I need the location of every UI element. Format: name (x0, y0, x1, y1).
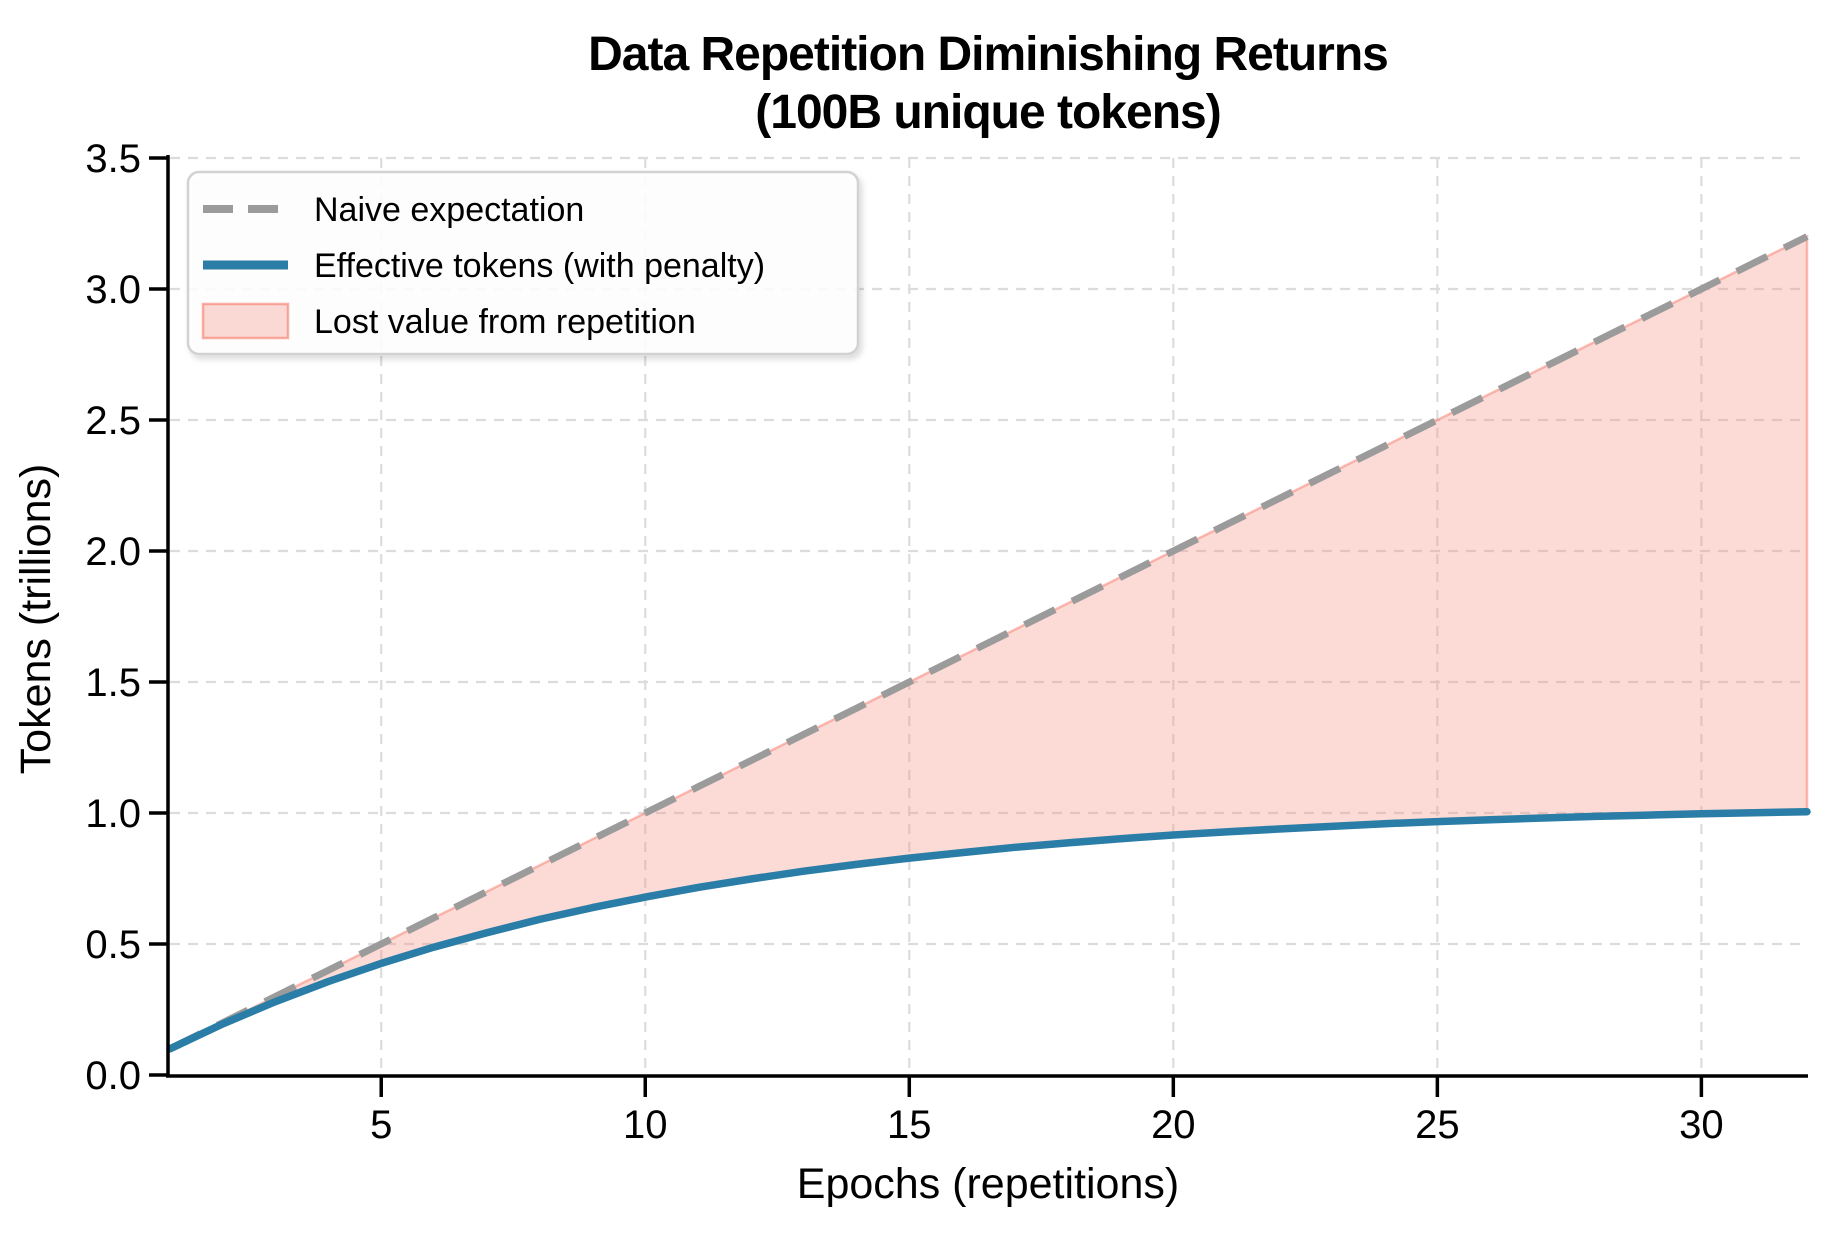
x-tick-label: 10 (623, 1103, 668, 1147)
tick-layer: 5 10 15 20 25 30 0.0 0.5 1.0 1.5 2.0 2.5 3.0 3.5 (85, 137, 1723, 1147)
chart-title-line2: (100B unique tokens) (755, 86, 1220, 139)
legend-label-lost-value: Lost value from repetition (314, 303, 696, 341)
y-axis-label: Tokens (trillions) (12, 464, 60, 775)
legend-label-naive-expectation: Naive expectation (314, 191, 584, 229)
x-axis-label: Epochs (repetitions) (797, 1160, 1179, 1208)
lost-value-swatch (201, 302, 290, 340)
effective-tokens-line (166, 807, 1811, 1053)
x-tick-label: 25 (1415, 1103, 1460, 1147)
y-tick-label: 2.5 (85, 399, 141, 443)
naive-expectation-line (168, 233, 1809, 1052)
legend-item-lost-value: Lost value from repetition (201, 302, 696, 341)
y-tick-label: 0.0 (85, 1054, 141, 1098)
legend-frame (186, 170, 860, 356)
legend-label-effective-tokens: Effective tokens (with penalty) (314, 247, 765, 285)
x-tick-label: 30 (1679, 1103, 1724, 1147)
y-tick-label: 3.5 (85, 137, 141, 181)
x-tick-label: 15 (887, 1103, 932, 1147)
legend-item-naive-expectation: Naive expectation (203, 191, 584, 229)
x-tick-label: 5 (370, 1103, 392, 1147)
chart-title-line1: Data Repetition Diminishing Returns (588, 28, 1388, 81)
x-tick-label: 20 (1151, 1103, 1196, 1147)
legend-item-effective-tokens: Effective tokens (with penalty) (203, 247, 765, 285)
axes-spines (166, 155, 1808, 1078)
y-tick-label: 0.5 (85, 923, 141, 967)
legend: Naive expectation Effective tokens (with… (186, 170, 860, 356)
y-tick-label: 1.5 (85, 661, 141, 705)
series-layer (166, 233, 1811, 1053)
y-tick-label: 3.0 (85, 268, 141, 312)
y-tick-label: 1.0 (85, 792, 141, 836)
y-tick-label: 2.0 (85, 530, 141, 574)
